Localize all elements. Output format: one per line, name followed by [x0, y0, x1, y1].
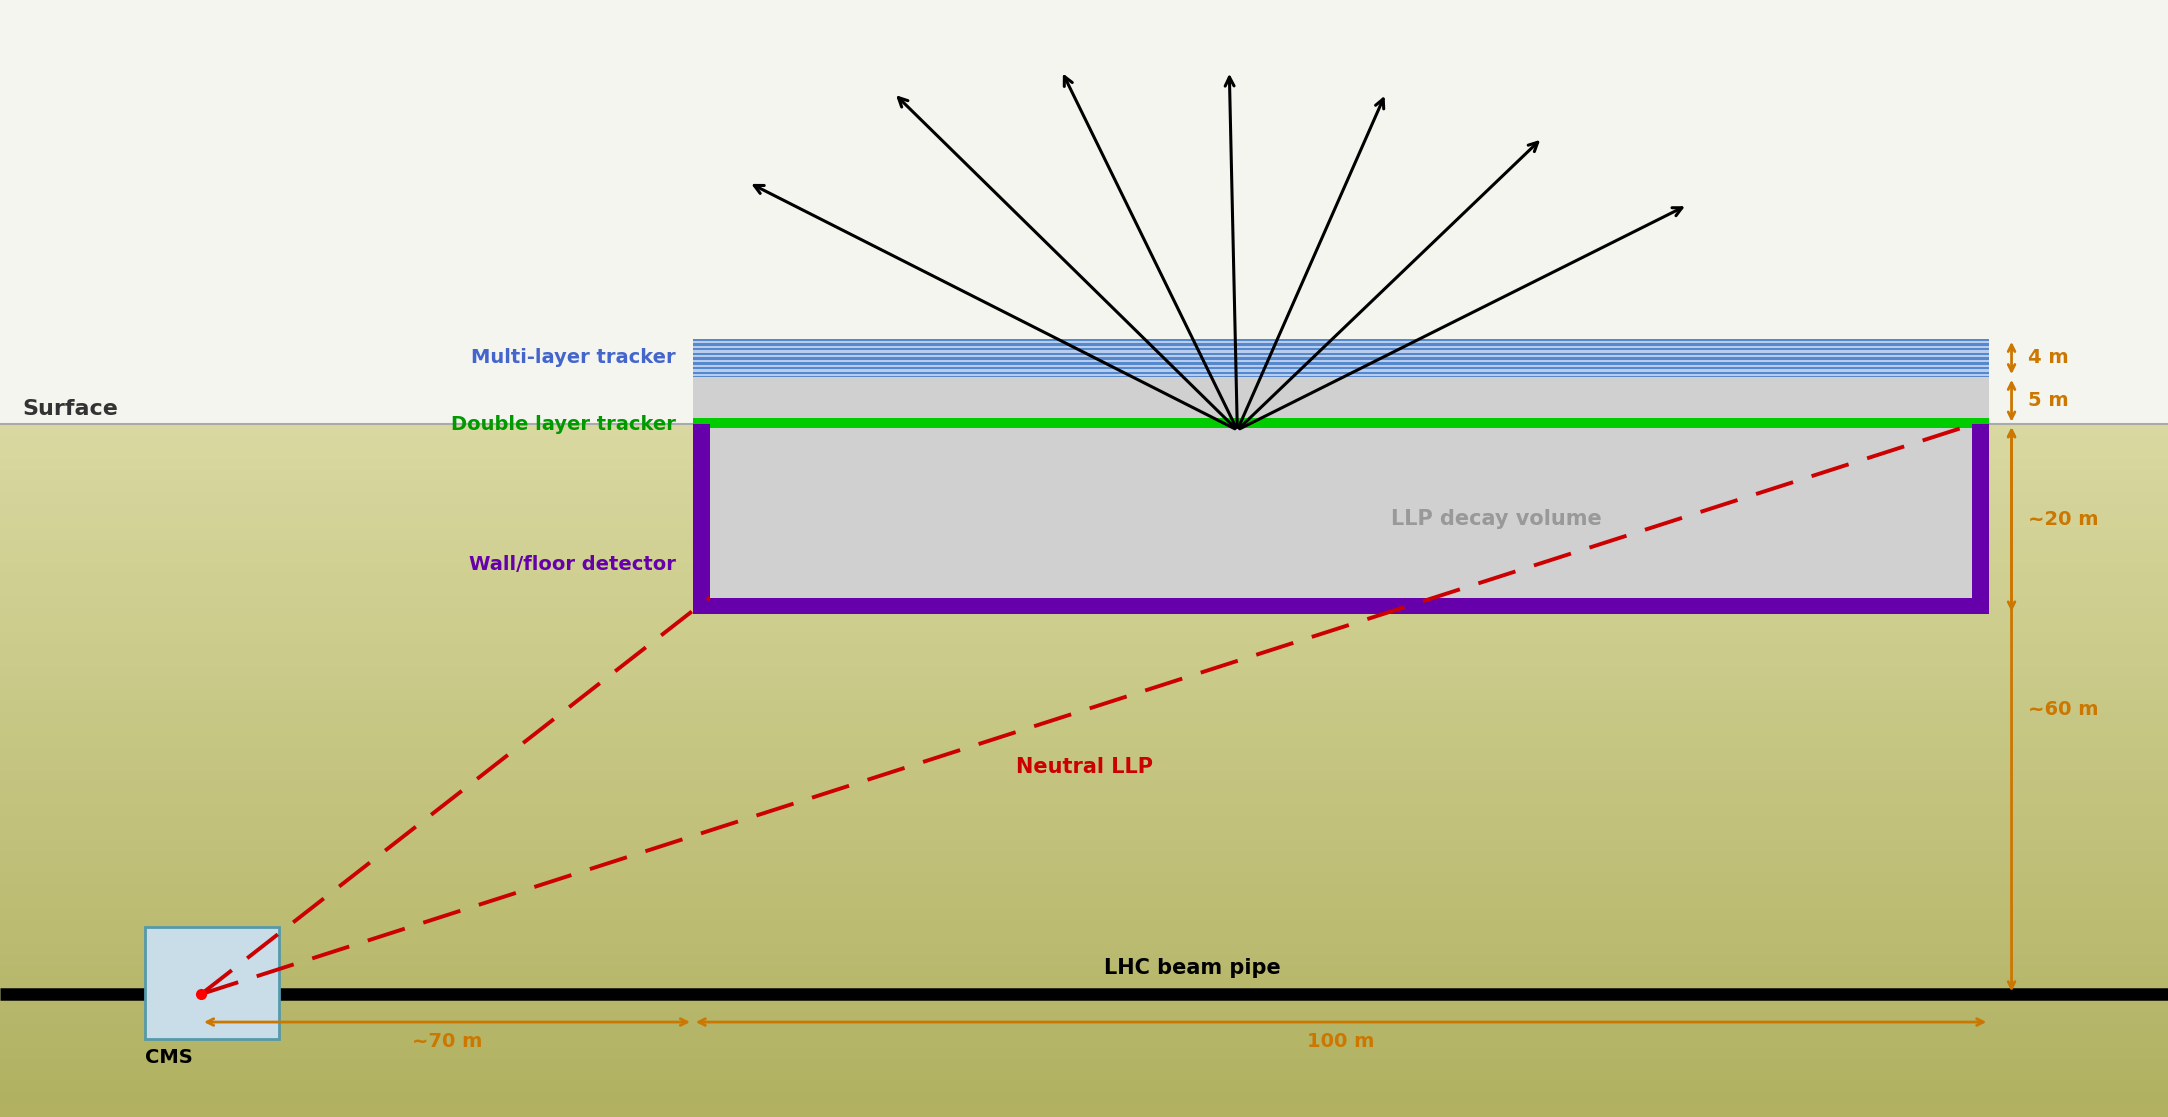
Bar — [0, 1105, 2168, 1117]
Bar — [0, 504, 2168, 517]
Bar — [0, 516, 2168, 528]
Text: Multi-layer tracker: Multi-layer tracker — [470, 349, 676, 367]
Bar — [0, 724, 2168, 736]
Text: LLP decay volume: LLP decay volume — [1392, 509, 1602, 529]
Bar — [0, 908, 2168, 920]
Bar — [0, 770, 2168, 782]
Bar — [0, 735, 2168, 747]
Bar — [145, 927, 280, 1039]
Bar — [0, 897, 2168, 909]
Bar — [0, 758, 2168, 771]
Bar — [0, 932, 2168, 944]
Bar — [0, 793, 2168, 805]
Text: Surface: Surface — [22, 399, 119, 419]
Text: Wall/floor detector: Wall/floor detector — [468, 554, 676, 574]
Bar — [0, 1081, 2168, 1094]
Bar — [0, 885, 2168, 898]
Bar — [694, 338, 1990, 376]
Text: ~70 m: ~70 m — [412, 1032, 481, 1051]
Bar — [0, 815, 2168, 829]
Bar — [0, 712, 2168, 725]
Bar — [0, 781, 2168, 794]
Bar — [0, 666, 2168, 678]
Text: 4 m: 4 m — [2029, 349, 2068, 367]
Bar — [1973, 424, 1990, 614]
Bar — [0, 493, 2168, 505]
Bar — [0, 1035, 2168, 1048]
Bar — [0, 954, 2168, 967]
Bar — [0, 458, 2168, 470]
Bar — [0, 839, 2168, 851]
Bar — [694, 345, 1990, 347]
Bar — [694, 360, 1990, 362]
Text: ~60 m: ~60 m — [2029, 699, 2099, 719]
Bar — [0, 527, 2168, 540]
Text: 5 m: 5 m — [2029, 391, 2068, 410]
Bar — [0, 689, 2168, 701]
Bar — [0, 677, 2168, 690]
Bar — [0, 620, 2168, 632]
Bar — [0, 919, 2168, 933]
Text: CMS: CMS — [145, 1048, 193, 1067]
Bar — [0, 828, 2168, 840]
Bar — [0, 1012, 2168, 1024]
Bar — [694, 364, 1990, 366]
Bar — [0, 0, 2168, 424]
Text: Double layer tracker: Double layer tracker — [451, 414, 676, 435]
Bar — [694, 341, 1990, 343]
Bar — [0, 1092, 2168, 1106]
Bar — [0, 481, 2168, 494]
Bar — [0, 631, 2168, 643]
Bar — [0, 596, 2168, 609]
Bar — [0, 573, 2168, 586]
Bar — [0, 989, 2168, 1002]
Text: Neutral LLP: Neutral LLP — [1015, 757, 1153, 777]
Bar — [0, 435, 2168, 448]
Bar — [0, 862, 2168, 875]
Bar — [694, 376, 1990, 614]
Bar — [0, 642, 2168, 656]
Bar — [0, 608, 2168, 621]
Bar — [0, 977, 2168, 990]
Bar — [0, 469, 2168, 483]
Bar — [694, 351, 1990, 353]
Bar — [0, 943, 2168, 955]
Bar — [0, 655, 2168, 667]
Text: LHC beam pipe: LHC beam pipe — [1104, 958, 1281, 978]
Bar — [0, 1001, 2168, 1013]
Bar — [0, 1058, 2168, 1071]
Text: ~20 m: ~20 m — [2029, 509, 2099, 529]
Bar — [0, 700, 2168, 713]
Bar — [0, 1047, 2168, 1059]
Bar — [0, 447, 2168, 459]
Bar — [0, 966, 2168, 978]
Bar — [0, 746, 2168, 760]
Bar — [0, 1023, 2168, 1037]
Bar — [694, 419, 1990, 429]
Bar — [694, 374, 1990, 376]
Bar — [0, 562, 2168, 574]
Bar — [0, 804, 2168, 817]
Bar — [0, 1070, 2168, 1082]
Bar — [0, 850, 2168, 863]
Bar — [0, 423, 2168, 436]
Bar — [694, 370, 1990, 372]
Bar — [0, 585, 2168, 598]
Bar — [694, 598, 1990, 614]
Bar — [0, 873, 2168, 886]
Bar — [694, 355, 1990, 357]
Bar — [694, 424, 709, 614]
Bar — [0, 551, 2168, 563]
Bar — [0, 538, 2168, 552]
Text: 100 m: 100 m — [1307, 1032, 1375, 1051]
